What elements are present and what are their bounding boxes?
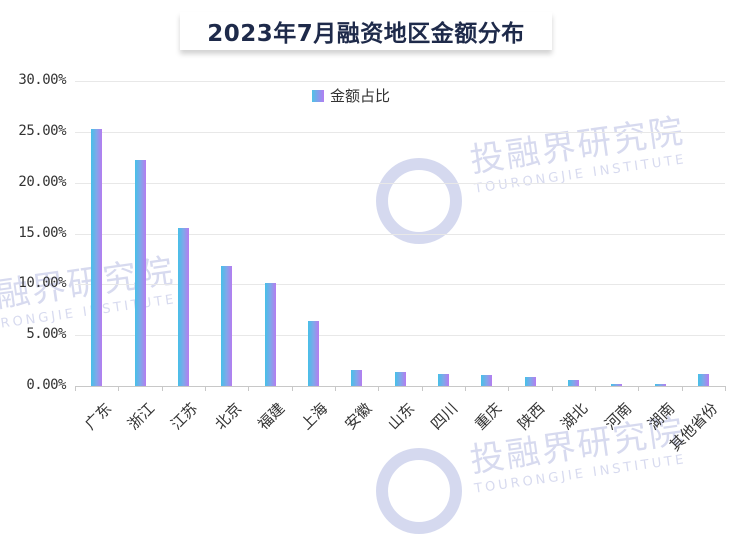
watermark-en: TOURONGJIE INSTITUTE: [473, 452, 688, 497]
y-tick-label: 25.00%: [18, 122, 66, 139]
x-tick-mark: [75, 386, 76, 391]
x-axis-line: [75, 386, 725, 387]
gridline: [75, 335, 725, 337]
x-tick-label: 湖南: [644, 399, 679, 434]
watermark-logo-icon: [376, 448, 462, 534]
bar[interactable]: [134, 160, 146, 386]
bar[interactable]: [611, 383, 623, 386]
gridline: [75, 233, 725, 235]
bar[interactable]: [567, 379, 579, 386]
x-tick-label: 重庆: [470, 399, 505, 434]
x-tick-label: 四川: [427, 399, 462, 434]
chart-title: 2023年7月融资地区金额分布: [207, 21, 525, 47]
x-tick-mark: [291, 386, 293, 391]
x-tick-mark: [551, 386, 553, 391]
bar[interactable]: [221, 266, 233, 386]
bar[interactable]: [177, 228, 189, 386]
gridline: [75, 284, 725, 286]
x-tick-label: 河南: [600, 399, 635, 434]
gridline: [75, 81, 725, 82]
x-tick-label: 广东: [80, 399, 115, 434]
y-tick-label: 0.00%: [26, 377, 66, 393]
x-tick-label: 安徽: [340, 399, 375, 434]
bar[interactable]: [264, 283, 276, 386]
x-tick-mark: [248, 386, 250, 391]
x-tick-label: 陕西: [514, 399, 549, 434]
x-tick-mark: [378, 386, 380, 391]
gradient-square-icon: [312, 89, 324, 102]
chart-area: 2023年7月融资地区金额分布 金额占比 投融界研究院 TOURONGJIE I…: [0, 12, 726, 534]
y-tick-label: 10.00%: [18, 275, 66, 292]
x-tick-label: 福建: [254, 399, 289, 434]
chart-title-box: 2023年7月融资地区金额分布: [180, 12, 552, 50]
x-tick-mark: [421, 386, 423, 391]
x-tick-label: 山东: [384, 399, 419, 434]
x-tick-mark: [118, 386, 120, 391]
watermark-cn: 投融界研究院: [467, 111, 688, 181]
x-tick-label: 北京: [210, 399, 245, 434]
x-tick-label: 湖北: [557, 399, 592, 434]
x-tick-mark: [161, 386, 163, 391]
x-tick-label: 江苏: [167, 399, 202, 434]
watermark-en: TOURONGJIE INSTITUTE: [473, 152, 688, 197]
bar[interactable]: [481, 374, 493, 386]
x-tick-mark: [681, 386, 683, 391]
bar[interactable]: [91, 128, 103, 386]
bar[interactable]: [437, 373, 449, 386]
bar[interactable]: [307, 320, 319, 386]
legend-label: 金额占比: [330, 87, 391, 105]
x-tick-mark: [465, 386, 466, 391]
x-tick-mark: [508, 386, 510, 391]
bar[interactable]: [394, 371, 406, 386]
x-tick-label: 上海: [297, 399, 332, 434]
bar[interactable]: [697, 373, 709, 386]
x-tick-mark: [638, 386, 640, 391]
bar[interactable]: [524, 376, 536, 386]
y-tick-label: 5.00%: [26, 326, 66, 343]
x-tick-mark: [205, 386, 206, 391]
x-tick-label: 浙江: [124, 399, 159, 434]
bar[interactable]: [351, 369, 363, 386]
gridline: [75, 131, 725, 133]
watermark-logo-icon: [376, 158, 462, 244]
legend[interactable]: 金额占比: [312, 85, 390, 106]
y-tick-label: 20.00%: [18, 173, 66, 190]
x-tick-mark: [595, 386, 596, 391]
bar[interactable]: [654, 383, 666, 386]
y-tick-label: 15.00%: [18, 224, 66, 241]
y-tick-label: 30.00%: [18, 72, 66, 88]
gridline: [75, 182, 725, 184]
x-tick-mark: [725, 386, 726, 391]
x-tick-mark: [335, 386, 336, 391]
